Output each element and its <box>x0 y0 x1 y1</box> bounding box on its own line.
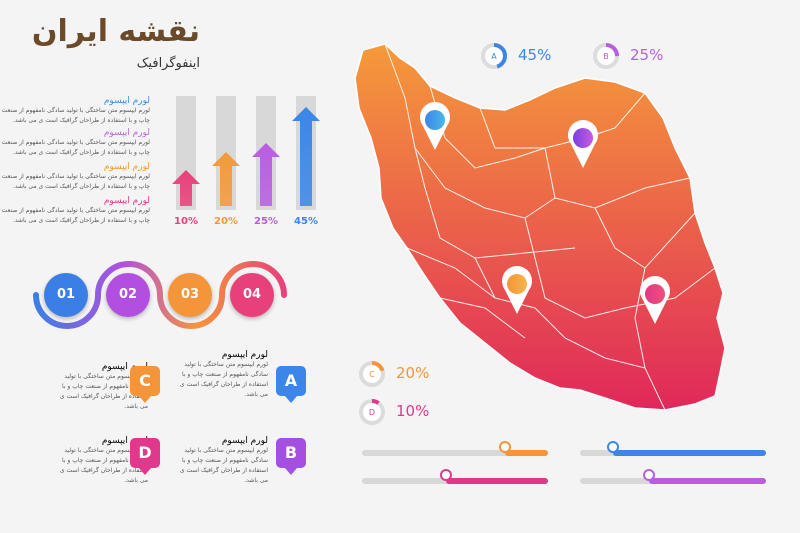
step-circle: 01 <box>44 273 88 317</box>
text-block-heading: لورم ایپسوم <box>103 128 150 138</box>
card-text-line: لورم ایپسوم متن ساختگی با تولید <box>184 361 268 368</box>
legend-ring: B <box>593 43 619 69</box>
card-text-line: استفاده از طراحان گرافیک است ی <box>179 381 268 388</box>
iran-map-shape <box>354 43 726 411</box>
slider-handle[interactable] <box>499 441 512 453</box>
text-block-line: چاپ و با استفاده از طراحان گرافیک است ی … <box>12 183 150 190</box>
card-heading: لورم ایپسوم <box>221 350 268 360</box>
slider-fill <box>613 450 766 456</box>
page-subtitle: اینفوگرافیک <box>136 56 200 71</box>
text-block-line: لورم ایپسوم متن ساختگی با تولید سادگی نا… <box>1 207 150 214</box>
text-block-heading: لورم ایپسوم <box>103 196 150 206</box>
slider-fill <box>505 450 548 456</box>
slider-track[interactable] <box>362 450 548 456</box>
step-circle: 02 <box>106 273 150 317</box>
info-card: لورم ایپسوم لورم ایپسوم متن ساختگی با تول… <box>48 362 148 412</box>
card-badge-tail <box>139 396 151 403</box>
slider-handle[interactable] <box>607 441 620 453</box>
arrow-bar-label: 20% <box>214 216 238 227</box>
map-pin-pink <box>640 276 670 324</box>
legend-letter: A <box>491 52 497 61</box>
legend-percent: 45% <box>518 46 552 64</box>
legend-ring: A <box>481 43 507 69</box>
text-block: لورم ایپسوم لورم ایپسوم متن ساختگی با تول… <box>0 96 150 126</box>
legend-letter: B <box>603 52 609 61</box>
card-heading: لورم ایپسوم <box>101 436 148 446</box>
text-block-heading: لورم ایپسوم <box>103 162 150 172</box>
card-text-line: سادگی نامفهوم از صنعت چاپ و با <box>62 383 148 390</box>
arrow-bar <box>252 143 280 206</box>
arrow-bar-label: 10% <box>174 216 198 227</box>
text-block-line: چاپ و با استفاده از طراحان گرافیک است ی … <box>12 217 150 224</box>
card-letter-badge: B <box>276 438 306 468</box>
card-badge-tail <box>139 468 151 475</box>
legend-letter: C <box>369 370 375 379</box>
card-text-line: لورم ایپسوم متن ساختگی با تولید <box>64 447 148 454</box>
info-card: لورم ایپسوم لورم ایپسوم متن ساختگی با تول… <box>168 436 268 486</box>
card-letter-badge: D <box>130 438 160 468</box>
text-block-line: چاپ و با استفاده از طراحان گرافیک است ی … <box>12 117 150 124</box>
info-card: لورم ایپسوم لورم ایپسوم متن ساختگی با تول… <box>168 350 268 400</box>
card-text-line: سادگی نامفهوم از صنعت چاپ و با <box>62 457 148 464</box>
card-badge-tail <box>285 396 297 403</box>
card-heading: لورم ایپسوم <box>101 362 148 372</box>
text-block-line: لورم ایپسوم متن ساختگی با تولید سادگی نا… <box>1 139 150 146</box>
card-text-line: لورم ایپسوم متن ساختگی با تولید <box>64 373 148 380</box>
arrow-bar-label: 45% <box>294 216 318 227</box>
slider-handle[interactable] <box>439 469 452 481</box>
text-block-line: لورم ایپسوم متن ساختگی با تولید سادگی نا… <box>1 173 150 180</box>
legend-percent: 25% <box>630 46 664 64</box>
card-text-line: سادگی نامفهوم از صنعت چاپ و با <box>182 457 268 464</box>
slider-fill <box>445 478 548 484</box>
card-text-line: می باشد. <box>124 477 148 484</box>
step-circle: 04 <box>230 273 274 317</box>
card-text-line: استفاده از طراحان گرافیک است ی <box>179 467 268 474</box>
text-block-line: لورم ایپسوم متن ساختگی با تولید سادگی نا… <box>1 107 150 114</box>
card-badge-tail <box>285 468 297 475</box>
card-text-line: سادگی نامفهوم از صنعت چاپ و با <box>182 371 268 378</box>
text-block-line: چاپ و با استفاده از طراحان گرافیک است ی … <box>12 149 150 156</box>
card-text-line: می باشد. <box>244 477 268 484</box>
legend-ring: C <box>359 361 385 387</box>
slider-handle[interactable] <box>642 469 655 481</box>
info-card: لورم ایپسوم لورم ایپسوم متن ساختگی با تول… <box>48 436 148 486</box>
text-block-heading: لورم ایپسوم <box>103 96 150 106</box>
iran-map <box>354 43 726 411</box>
card-text-line: لورم ایپسوم متن ساختگی با تولید <box>184 447 268 454</box>
legend-percent: 10% <box>396 402 430 420</box>
card-heading: لورم ایپسوم <box>221 436 268 446</box>
legend-ring: D <box>359 399 385 425</box>
card-text-line: استفاده از طراحان گرافیک است ی <box>59 467 148 474</box>
card-letter-badge: A <box>276 366 306 396</box>
steps-connector <box>33 261 287 329</box>
map-pin-purple <box>568 120 598 168</box>
step-circle: 03 <box>168 273 212 317</box>
arrow-bar <box>292 107 320 206</box>
legend-letter: D <box>369 408 375 417</box>
legend-percent: 20% <box>396 364 430 382</box>
slider-fill <box>648 478 766 484</box>
text-block: لورم ایپسوم لورم ایپسوم متن ساختگی با تول… <box>0 162 150 192</box>
map-pin-blue <box>420 102 450 150</box>
card-letter-badge: C <box>130 366 160 396</box>
text-block: لورم ایپسوم لورم ایپسوم متن ساختگی با تول… <box>0 196 150 226</box>
card-text-line: می باشد. <box>244 391 268 398</box>
card-text-line: می باشد. <box>124 403 148 410</box>
card-text-line: استفاده از طراحان گرافیک است ی <box>59 393 148 400</box>
map-pin-orange <box>502 266 532 314</box>
page-title: نقشه ایران <box>31 14 200 49</box>
arrow-bar-label: 25% <box>254 216 278 227</box>
arrow-bar <box>212 152 240 206</box>
arrow-bar <box>172 170 200 206</box>
text-block: لورم ایپسوم لورم ایپسوم متن ساختگی با تول… <box>0 128 150 158</box>
